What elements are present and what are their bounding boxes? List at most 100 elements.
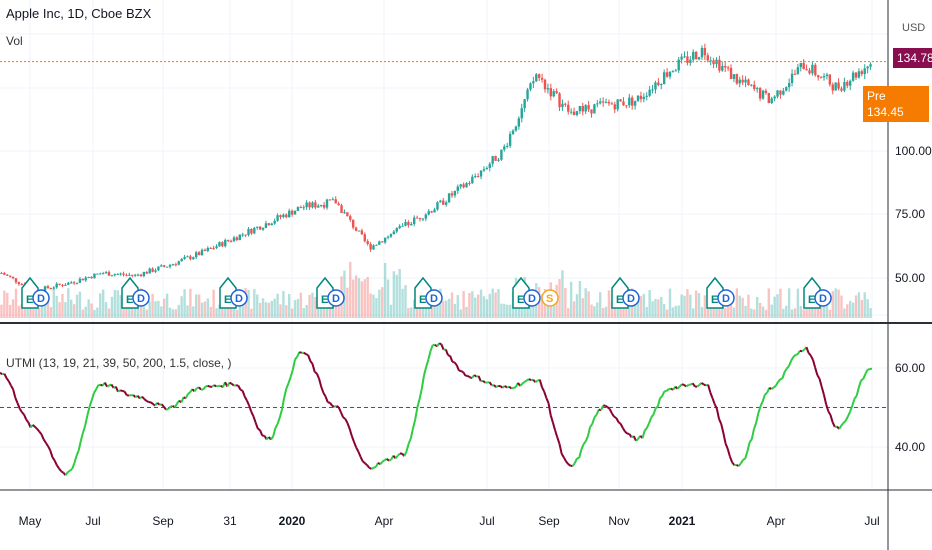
candle-body	[180, 258, 183, 262]
osc-segment	[12, 388, 17, 398]
candle-body	[311, 202, 314, 208]
osc-segment	[429, 344, 434, 352]
osc-segment	[696, 384, 700, 388]
dividend-marker-shape	[425, 289, 443, 307]
volume-bar	[770, 304, 773, 318]
volume-bar	[96, 307, 99, 318]
candle-body	[674, 70, 677, 72]
candle-body	[535, 74, 538, 82]
volume-bar	[72, 304, 76, 318]
candle-body	[837, 82, 840, 89]
osc-segment	[718, 418, 723, 425]
osc-segment	[423, 366, 428, 376]
osc-segment	[0, 371, 3, 376]
osc-segment	[864, 369, 869, 375]
dividend-marker-shape	[622, 289, 640, 307]
dividend-marker-shape	[717, 289, 735, 307]
earnings-marker	[316, 276, 345, 309]
osc-segment	[720, 423, 725, 434]
volume-bar	[857, 292, 861, 318]
osc-segment	[452, 360, 455, 364]
volume-bar	[599, 292, 602, 318]
osc-segment	[707, 384, 712, 393]
osc-segment	[32, 424, 36, 428]
volume-bar	[668, 288, 672, 318]
osc-segment	[311, 363, 316, 373]
osc-segment	[840, 422, 845, 427]
candle-body	[8, 275, 12, 277]
candle-body	[601, 101, 605, 103]
osc-segment	[571, 462, 576, 467]
volume-bar	[6, 292, 9, 318]
volume-bar	[785, 305, 788, 318]
volume-bar	[854, 295, 858, 318]
volume-bar	[657, 299, 660, 318]
volume-bar	[703, 295, 707, 318]
osc-segment	[611, 412, 615, 418]
volume-bar	[491, 288, 494, 318]
osc-segment	[427, 350, 432, 360]
volume-bar	[282, 290, 285, 318]
osc-segment	[628, 433, 633, 438]
osc-segment	[309, 360, 314, 365]
volume-bar	[494, 292, 497, 318]
osc-segment	[329, 402, 333, 407]
volume-bar	[802, 309, 805, 318]
volume-bar	[84, 306, 87, 318]
osc-segment	[353, 441, 358, 448]
candle-body	[755, 88, 759, 90]
currency-label[interactable]: USD	[902, 22, 926, 34]
time-axis-label: May	[19, 514, 42, 528]
osc-segment	[237, 385, 242, 391]
osc-segment	[683, 384, 687, 388]
osc-segment	[506, 385, 510, 389]
osc-segment	[180, 396, 185, 403]
volume-label[interactable]: Vol	[6, 34, 23, 48]
candle-body	[668, 71, 672, 77]
dividend-marker-shape	[32, 289, 50, 307]
candle-body	[314, 202, 317, 208]
osc-segment	[184, 393, 189, 399]
candle-body	[119, 273, 122, 275]
candle-body	[302, 207, 305, 209]
volume-bar	[43, 299, 47, 318]
candle-body	[683, 56, 686, 58]
osc-segment	[847, 411, 852, 417]
osc-segment	[477, 375, 482, 382]
candle-body	[843, 82, 846, 91]
volume-bar	[863, 292, 866, 318]
candle-body	[331, 199, 335, 201]
volume-bar	[575, 294, 579, 318]
volume-bar	[212, 289, 215, 318]
volume-bar	[197, 294, 201, 318]
candle-body	[229, 240, 233, 242]
candle-body	[631, 97, 634, 106]
osc-segment	[241, 390, 246, 398]
split-marker-shape	[541, 289, 559, 307]
indicator-label[interactable]: UTMI (13, 19, 21, 39, 50, 200, 1.5, clos…	[6, 356, 232, 370]
osc-segment	[119, 389, 123, 392]
volume-bar	[218, 304, 221, 318]
osc-segment	[23, 414, 28, 420]
osc-segment	[71, 463, 76, 470]
candle-body	[552, 91, 555, 97]
osc-segment	[248, 405, 253, 413]
symbol-title[interactable]: Apple Inc, 1D, Cboe BZX	[6, 6, 152, 21]
candle-body	[407, 222, 410, 226]
osc-segment	[690, 382, 694, 386]
candle-body	[863, 68, 866, 75]
osc-segment	[606, 406, 611, 410]
volume-bar	[288, 293, 291, 318]
candle-body	[366, 241, 369, 244]
volume-bar	[276, 293, 279, 318]
osc-segment	[816, 374, 821, 380]
osc-segment	[731, 461, 736, 466]
candle-body	[413, 217, 416, 225]
volume-bar	[366, 277, 369, 318]
osc-segment	[141, 395, 145, 400]
volume-bar	[654, 298, 657, 318]
earnings-marker-letter: E	[517, 294, 524, 306]
candle-body	[395, 228, 398, 232]
candle-body	[459, 184, 462, 187]
